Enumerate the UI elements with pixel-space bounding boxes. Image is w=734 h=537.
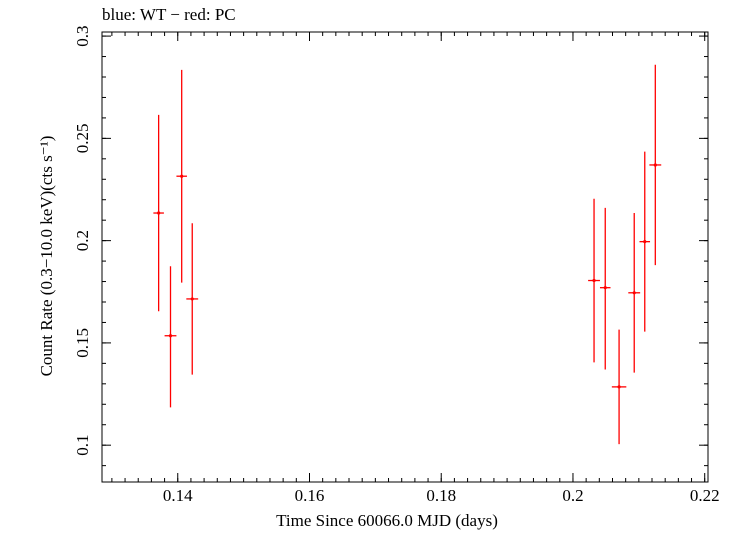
x-tick-label: 0.22 xyxy=(690,486,720,505)
plot-frame xyxy=(101,31,709,483)
y-axis: 0.1 0.15 0.2 0.25 0.3 xyxy=(73,25,708,467)
data-point xyxy=(599,207,611,370)
point-marker xyxy=(632,291,636,295)
x-axis: 0.14 0.16 0.18 0.2 0.22 xyxy=(111,32,720,505)
plot-border xyxy=(101,31,709,483)
point-marker xyxy=(617,385,621,389)
data-point xyxy=(628,213,641,373)
data-point xyxy=(639,151,651,332)
y-axis-label: Count Rate (0.3−10.0 keV)(cts s⁻¹) xyxy=(37,136,56,377)
point-marker xyxy=(168,334,173,338)
data-point xyxy=(588,198,600,363)
y-tick-label: 0.25 xyxy=(73,123,92,153)
data-point xyxy=(176,69,187,283)
y-tick-label: 0.15 xyxy=(73,328,92,358)
data-point xyxy=(164,266,177,408)
data-series xyxy=(153,64,662,445)
point-marker xyxy=(592,278,596,283)
data-point xyxy=(186,223,199,375)
point-marker xyxy=(643,240,647,244)
point-marker xyxy=(180,174,184,178)
y-tick-label: 0.1 xyxy=(73,435,92,456)
data-point xyxy=(153,114,164,312)
x-tick-label: 0.16 xyxy=(295,486,325,505)
x-tick-label: 0.2 xyxy=(562,486,583,505)
point-marker xyxy=(190,297,194,301)
x-tick-label: 0.18 xyxy=(426,486,456,505)
x-tick-label: 0.14 xyxy=(163,486,193,505)
chart-title: blue: WT − red: PC xyxy=(102,5,236,24)
data-point xyxy=(611,329,627,445)
point-marker xyxy=(603,286,607,290)
point-marker xyxy=(653,163,657,167)
data-point xyxy=(649,64,662,266)
y-tick-label: 0.2 xyxy=(73,230,92,251)
point-marker xyxy=(157,211,161,215)
y-tick-label: 0.3 xyxy=(73,25,92,46)
x-axis-label: Time Since 60066.0 MJD (days) xyxy=(276,511,498,530)
